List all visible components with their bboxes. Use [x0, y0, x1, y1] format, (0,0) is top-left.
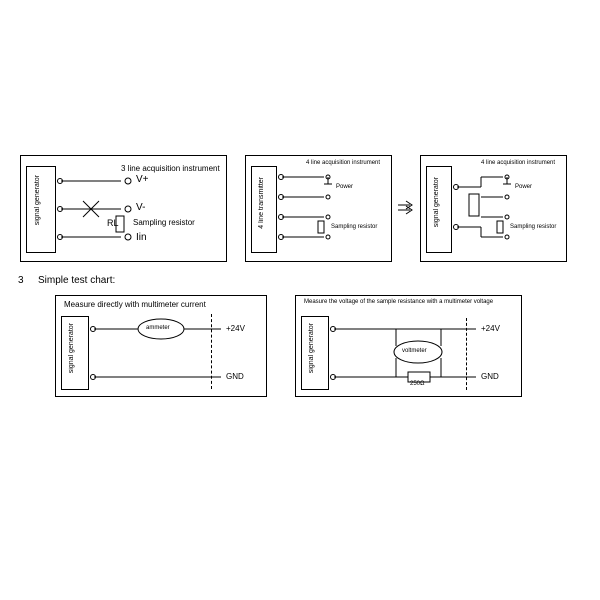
title-4line-b: 4 line acquisition instrument: [481, 160, 555, 166]
v24-a: +24V: [226, 324, 245, 333]
sampling: Sampling resistor: [133, 218, 195, 227]
gnd-a: GND: [226, 372, 244, 381]
v24-b: +24V: [481, 324, 500, 333]
title-4line-a: 4 line acquisition instrument: [306, 160, 380, 166]
diagram-4line-b: signal generator 4 line acquisition inst…: [420, 155, 567, 262]
diagram-3line: signal generator 3 line acquisition inst…: [20, 155, 227, 262]
rl: RL: [107, 218, 119, 228]
voltmeter-label: voltmeter: [402, 348, 427, 354]
power-a: Power: [336, 184, 353, 190]
vminus: V-: [136, 202, 145, 213]
gnd-b: GND: [481, 372, 499, 381]
diagram-4line-a: 4 line transmitter 4 line acquisition in…: [245, 155, 392, 262]
iin: Iin: [136, 232, 147, 243]
section-num: 3: [18, 275, 24, 286]
title-3line: 3 line acquisition instrument: [121, 164, 220, 173]
ammeter-label: ammeter: [146, 325, 170, 331]
diagram-voltmeter: Measure the voltage of the sample resist…: [295, 295, 522, 397]
dashed: [466, 318, 467, 390]
sampling-b: Sampling resistor: [510, 224, 556, 230]
vplus: V+: [136, 174, 149, 185]
section-title: Simple test chart:: [38, 275, 115, 286]
sampling-a: Sampling resistor: [331, 224, 377, 230]
diagram-ammeter: Measure directly with multimeter current…: [55, 295, 267, 397]
power-b: Power: [515, 184, 532, 190]
ohm-label: 250Ω: [410, 381, 425, 387]
dashed: [211, 314, 212, 389]
